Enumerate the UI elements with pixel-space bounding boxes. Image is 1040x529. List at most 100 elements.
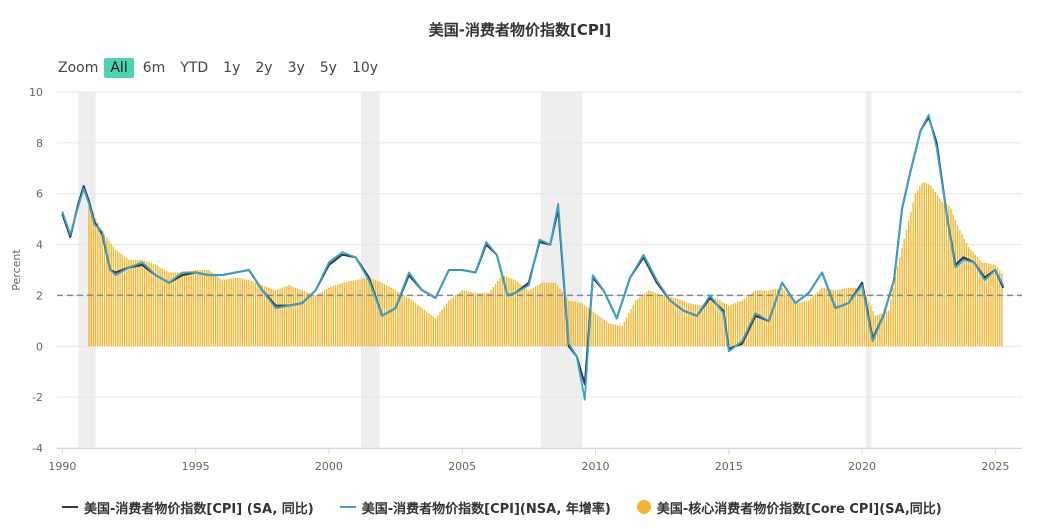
core-cpi-bar bbox=[728, 305, 730, 347]
core-cpi-bar bbox=[661, 295, 663, 347]
core-cpi-bar bbox=[514, 280, 517, 347]
core-cpi-bar bbox=[901, 247, 903, 347]
zoom-button-3y[interactable]: 3y bbox=[287, 60, 305, 76]
core-cpi-bar bbox=[174, 272, 177, 347]
core-cpi-bar bbox=[665, 296, 668, 347]
core-cpi-bar bbox=[206, 270, 208, 347]
core-cpi-bar bbox=[461, 290, 463, 347]
core-cpi-bar bbox=[954, 219, 957, 347]
core-cpi-bar bbox=[228, 278, 230, 347]
chart-plot[interactable]: -4 -2 0 2 4 6 8 10 1990 1995 2000 2005 2010 2015 2020 2… bbox=[0, 0, 1040, 490]
core-cpi-bar bbox=[832, 289, 834, 347]
core-cpi-bar bbox=[525, 288, 528, 347]
core-cpi-bar bbox=[512, 279, 514, 347]
core-cpi-bar bbox=[659, 294, 661, 347]
core-cpi-bar bbox=[179, 272, 181, 347]
core-cpi-bar bbox=[94, 217, 97, 347]
core-cpi-bar bbox=[936, 194, 939, 347]
core-cpi-bar bbox=[919, 186, 921, 347]
core-cpi-bar bbox=[685, 302, 688, 347]
core-cpi-bar bbox=[590, 309, 592, 347]
core-cpi-bar bbox=[912, 202, 914, 347]
core-cpi-bar bbox=[725, 304, 728, 347]
core-cpi-bar bbox=[754, 290, 757, 347]
legend-item-core-cpi[interactable]: 美国-核心消费者物价指数[Core CPI](SA,同比) bbox=[636, 498, 942, 517]
core-cpi-bar bbox=[503, 275, 506, 347]
y-tick-label: -2 bbox=[32, 391, 43, 404]
core-cpi-bar bbox=[246, 279, 248, 347]
core-cpi-bar bbox=[559, 288, 561, 347]
core-cpi-bar bbox=[979, 259, 981, 347]
core-cpi-bar bbox=[745, 297, 748, 347]
core-cpi-bar bbox=[441, 309, 443, 347]
core-cpi-bars bbox=[88, 181, 1003, 347]
core-cpi-bar bbox=[430, 314, 432, 347]
legend-label: 美国-核心消费者物价指数[Core CPI](SA,同比) bbox=[656, 501, 942, 517]
zoom-button-all[interactable]: All bbox=[104, 58, 134, 78]
core-cpi-bar bbox=[692, 303, 694, 347]
core-cpi-bar bbox=[285, 286, 288, 347]
x-tick-label: 2005 bbox=[448, 460, 476, 473]
core-cpi-bar bbox=[939, 198, 941, 347]
zoom-button-1y[interactable]: 1y bbox=[223, 60, 241, 76]
core-cpi-bar bbox=[437, 315, 439, 347]
core-cpi-bar bbox=[248, 280, 250, 347]
core-cpi-bar bbox=[990, 264, 992, 347]
legend-item-cpi-sa[interactable]: 美国-消费者物价指数[CPI] (SA, 同比) bbox=[62, 498, 314, 517]
core-cpi-bar bbox=[696, 304, 699, 347]
core-cpi-bar bbox=[292, 286, 295, 347]
core-cpi-bar bbox=[548, 282, 550, 347]
core-cpi-bar bbox=[821, 287, 823, 347]
core-cpi-bar bbox=[128, 259, 130, 347]
core-cpi-bar bbox=[956, 225, 959, 347]
core-cpi-bar bbox=[92, 213, 95, 347]
core-cpi-bar bbox=[192, 270, 195, 347]
core-cpi-bar bbox=[599, 316, 601, 347]
zoom-button-5y[interactable]: 5y bbox=[319, 60, 337, 76]
core-cpi-bar bbox=[945, 204, 948, 347]
core-cpi-bar bbox=[905, 229, 908, 347]
core-cpi-bar bbox=[790, 297, 792, 347]
core-cpi-bar bbox=[459, 292, 461, 347]
core-cpi-bar bbox=[1001, 273, 1003, 347]
core-cpi-bar bbox=[241, 278, 243, 347]
zoom-button-6m[interactable]: 6m bbox=[142, 60, 166, 76]
core-cpi-bar bbox=[730, 304, 732, 347]
core-cpi-bar bbox=[585, 306, 588, 347]
core-cpi-bar bbox=[281, 287, 283, 347]
core-cpi-bar bbox=[716, 299, 719, 347]
core-cpi-bar bbox=[850, 287, 852, 347]
core-cpi-bar bbox=[676, 298, 679, 347]
core-cpi-bar bbox=[843, 288, 845, 347]
core-cpi-bar bbox=[268, 287, 270, 347]
core-cpi-bar bbox=[628, 313, 630, 347]
core-cpi-bar bbox=[243, 279, 246, 347]
zoom-button-10y[interactable]: 10y bbox=[351, 60, 379, 76]
legend-item-cpi-nsa[interactable]: 美国-消费者物价指数[CPI](NSA, 年增率) bbox=[339, 498, 611, 517]
y-tick-label: 6 bbox=[36, 188, 43, 201]
core-cpi-bar bbox=[814, 294, 817, 347]
core-cpi-bar bbox=[97, 222, 99, 347]
core-cpi-bar bbox=[537, 285, 539, 347]
core-cpi-bar bbox=[530, 289, 532, 347]
core-cpi-bar bbox=[783, 290, 786, 347]
core-cpi-bar bbox=[457, 293, 459, 347]
core-cpi-bar bbox=[250, 281, 252, 347]
core-cpi-bar bbox=[788, 295, 790, 347]
zoom-button-ytd[interactable]: YTD bbox=[180, 60, 209, 76]
core-cpi-bar bbox=[552, 282, 554, 347]
core-cpi-bar bbox=[719, 300, 721, 347]
zoom-button-2y[interactable]: 2y bbox=[255, 60, 273, 76]
core-cpi-bar bbox=[583, 304, 586, 347]
core-cpi-bar bbox=[305, 292, 308, 347]
core-cpi-bar bbox=[399, 292, 401, 347]
core-cpi-bar bbox=[612, 324, 614, 347]
core-cpi-bar bbox=[508, 277, 510, 347]
core-cpi-bar bbox=[652, 292, 654, 347]
core-cpi-bar bbox=[663, 295, 666, 347]
core-cpi-bar bbox=[616, 325, 619, 347]
core-cpi-bar bbox=[981, 262, 983, 347]
core-cpi-bar bbox=[543, 282, 546, 347]
core-cpi-bar bbox=[321, 291, 323, 347]
core-cpi-bar bbox=[965, 242, 968, 347]
